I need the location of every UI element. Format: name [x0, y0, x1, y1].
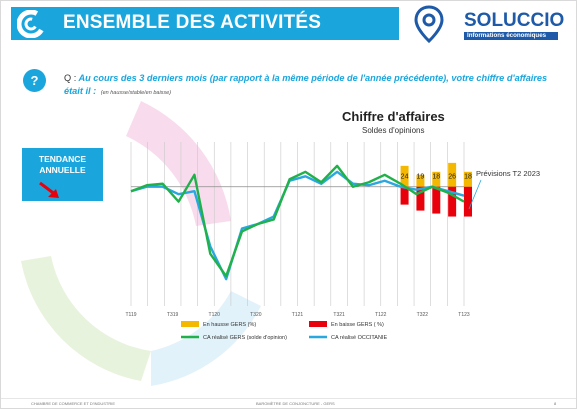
legend-swatch-baisse [309, 321, 327, 327]
x-tick-label: T119 [125, 312, 136, 318]
chart-title: Chiffre d'affaires [342, 109, 445, 124]
chart-plot: T119 T319 T120 T320 T121 T321 T122 T322 T123 24 19… [125, 142, 540, 341]
title-bar [11, 7, 399, 40]
x-tick-label: T120 [209, 312, 221, 318]
brand-name: SOLUCCIO [464, 10, 565, 31]
legend-swatch-hausse [181, 321, 199, 327]
footer: CHAMBRE DE COMMERCE ET D'INDUSTRIE BAROM… [1, 398, 576, 408]
x-tick-label: T320 [250, 312, 262, 318]
series-line-gers [130, 164, 465, 278]
x-tick-label: T322 [417, 312, 429, 318]
bar-baisse [416, 186, 425, 211]
x-tick-label: T123 [458, 312, 470, 318]
legend-label-gers: CA réalisé GERS (solde d'opinion) [203, 335, 287, 341]
x-tick-label: T319 [167, 312, 179, 318]
bar-data-label: 26 [448, 174, 456, 181]
brand-logo: SOLUCCIO Informations économiques [464, 11, 564, 40]
question-hint: (en hausse/stable/en baisse) [100, 90, 172, 96]
tendance-box: TENDANCE ANNUELLE [22, 148, 103, 201]
legend-label-baisse: En baisse GERS ( %) [331, 322, 384, 328]
bar-baisse [448, 186, 457, 217]
bar-hausse [448, 162, 457, 187]
cci-logo-icon [17, 10, 45, 38]
header: ENSEMBLE DES ACTIVITÉS SOLUCCIO Informat… [1, 1, 576, 47]
x-tick-label: T321 [333, 312, 345, 318]
bar-baisse [464, 186, 472, 217]
bar-hausse [464, 171, 472, 187]
chart: Chiffre d'affaires Soldes d'opinions T11… [119, 106, 549, 396]
bar-data-label: 24 [401, 174, 409, 181]
map-pin-icon [414, 5, 444, 43]
question-badge: ? [23, 69, 46, 92]
question-body: Au cours des 3 derniers mois (par rappor… [64, 73, 548, 96]
footer-report-name: BAROMÈTRE DE CONJONCTURE - GERS [256, 401, 335, 406]
arrow-down-right-icon [39, 181, 59, 198]
page-title: ENSEMBLE DES ACTIVITÉS [63, 12, 322, 33]
bar-data-label: 19 [417, 174, 425, 181]
bar-baisse [432, 186, 441, 214]
brand-subtitle: Informations économiques [464, 32, 558, 40]
bar-hausse [416, 174, 425, 187]
legend-label-occitanie: CA réalisé OCCITANIE [331, 335, 387, 341]
tendance-line1: TENDANCE [38, 154, 87, 164]
tendance-line2: ANNUELLE [39, 165, 86, 175]
footer-organization: CHAMBRE DE COMMERCE ET D'INDUSTRIE [31, 401, 116, 406]
question-text: Q : Au cours des 3 derniers mois (par ra… [64, 72, 564, 100]
x-tick-label: T122 [375, 312, 387, 318]
chart-subtitle: Soldes d'opinions [362, 126, 425, 135]
x-tick-label: T121 [292, 312, 304, 318]
bar-baisse [400, 186, 409, 205]
legend-label-hausse: En hausse GERS (%) [203, 322, 256, 328]
bar-data-label: 18 [464, 174, 472, 181]
annotation-previsions: Prévisions T2 2023 [476, 169, 540, 178]
footer-page-number: 8 [554, 401, 557, 406]
bar-hausse [432, 171, 441, 187]
bar-data-label: 18 [432, 174, 440, 181]
bar-hausse [400, 165, 409, 187]
annotation-pointer [468, 179, 482, 210]
question-prefix: Q : [64, 73, 77, 83]
